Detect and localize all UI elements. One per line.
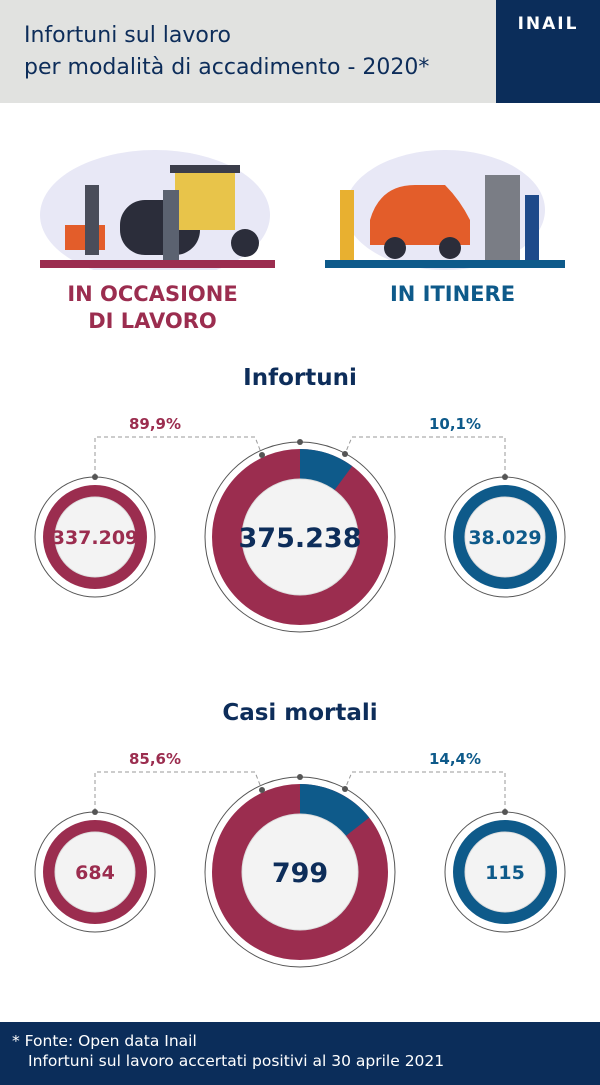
inner-disc (241, 478, 359, 596)
category-label-commute: IN ITINERE (389, 282, 516, 306)
donut-chart: 684 115 799 (34, 771, 566, 968)
category-value: 115 (485, 862, 525, 884)
inail-logo: INAIL (496, 0, 600, 103)
inner-disc (464, 496, 546, 578)
donut-slice-commute (299, 449, 353, 491)
total-value: 375.238 (239, 523, 362, 554)
connector-dot (502, 809, 508, 815)
source-detail: Infortuni sul lavoro accertati positivi … (28, 1052, 445, 1070)
source-note: * Fonte: Open data Inail (12, 1032, 197, 1050)
percent-label: 10,1% (428, 415, 482, 433)
header: Infortuni sul lavoro per modalità di acca… (0, 0, 600, 103)
title-line-2: per modalità di accadimento - 2020* (24, 55, 430, 80)
total-value: 799 (272, 858, 328, 889)
connector-dot (259, 452, 265, 458)
chart-title: Casi mortali (222, 700, 378, 726)
connector-dot (342, 786, 348, 792)
percent-label: 85,6% (128, 750, 182, 768)
connector-dot (297, 439, 303, 445)
category-value: 684 (75, 862, 115, 884)
category-value: 337.209 (52, 527, 139, 549)
label-line: DI LAVORO (88, 309, 217, 333)
percent-label: 14,4% (428, 750, 482, 768)
connector-dot (502, 474, 508, 480)
footer: * Fonte: Open data Inail Infortuni sul l… (0, 1022, 600, 1085)
title-line-1: Infortuni sul lavoro (24, 23, 231, 48)
connector-dot (259, 787, 265, 793)
category-label-work: IN OCCASIONE DI LAVORO (30, 281, 275, 335)
category-value: 38.029 (468, 527, 541, 549)
donut-chart: 337.209 38.029 375.238 (34, 436, 566, 633)
percent-label: 89,9% (128, 415, 182, 433)
connector-dot (92, 809, 98, 815)
page-title: Infortuni sul lavoro per modalità di acca… (24, 20, 429, 84)
road-workers-illustration (40, 150, 275, 270)
donut-slice-commute (299, 784, 370, 837)
car-charging-illustration (325, 150, 565, 270)
connector-line (94, 436, 263, 477)
inner-disc (241, 813, 359, 931)
chart-title: Infortuni (243, 365, 357, 391)
connector-dot (92, 474, 98, 480)
inner-disc (464, 831, 546, 913)
inner-disc (54, 831, 136, 913)
label-line: IN OCCASIONE (67, 282, 238, 306)
connector-line (94, 771, 263, 812)
inner-disc (54, 496, 136, 578)
connector-dot (297, 774, 303, 780)
connector-dot (342, 451, 348, 457)
